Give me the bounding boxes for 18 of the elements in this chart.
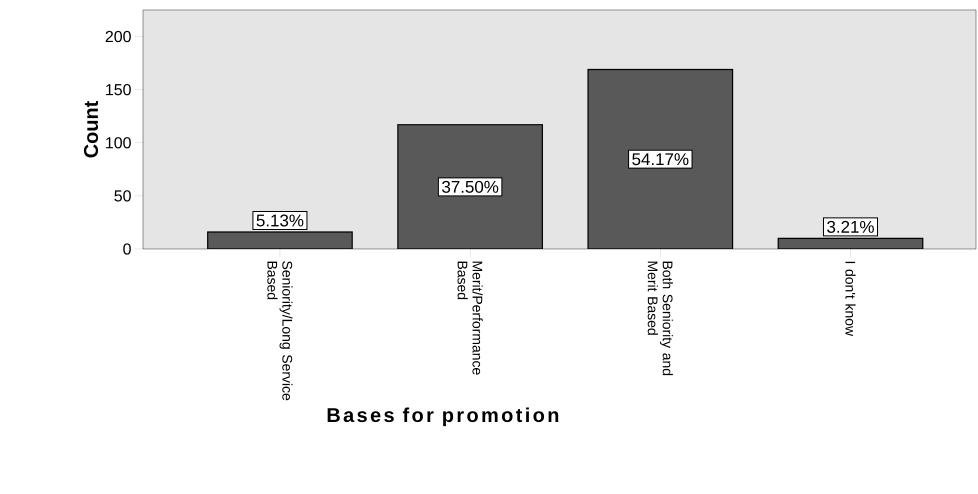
y-axis-title: Count [84,100,98,158]
y-tick-label: 100 [106,137,131,148]
bar [207,231,353,249]
annotation: 3.21% [827,220,874,233]
bar [397,124,543,249]
x-tick-label: Both Seniority and Merit Based [648,262,673,376]
annotation: 5.13% [256,214,304,226]
x-tick-label: Merit/Performance Based [458,262,483,375]
y-tick-label: 200 [106,30,131,42]
x-axis-title: Bases for promotion [328,408,558,426]
bar [588,69,733,249]
x-tick-label: Seniority/Long Service Based [267,261,293,400]
annotation: 37.50% [442,180,498,193]
y-tick-label: 50 [114,190,131,202]
y-tick-label: 0 [123,243,131,255]
y-tick-label: 150 [106,84,131,96]
annotation: 54.17% [632,153,688,166]
x-tick-label: I don't know [845,262,856,336]
